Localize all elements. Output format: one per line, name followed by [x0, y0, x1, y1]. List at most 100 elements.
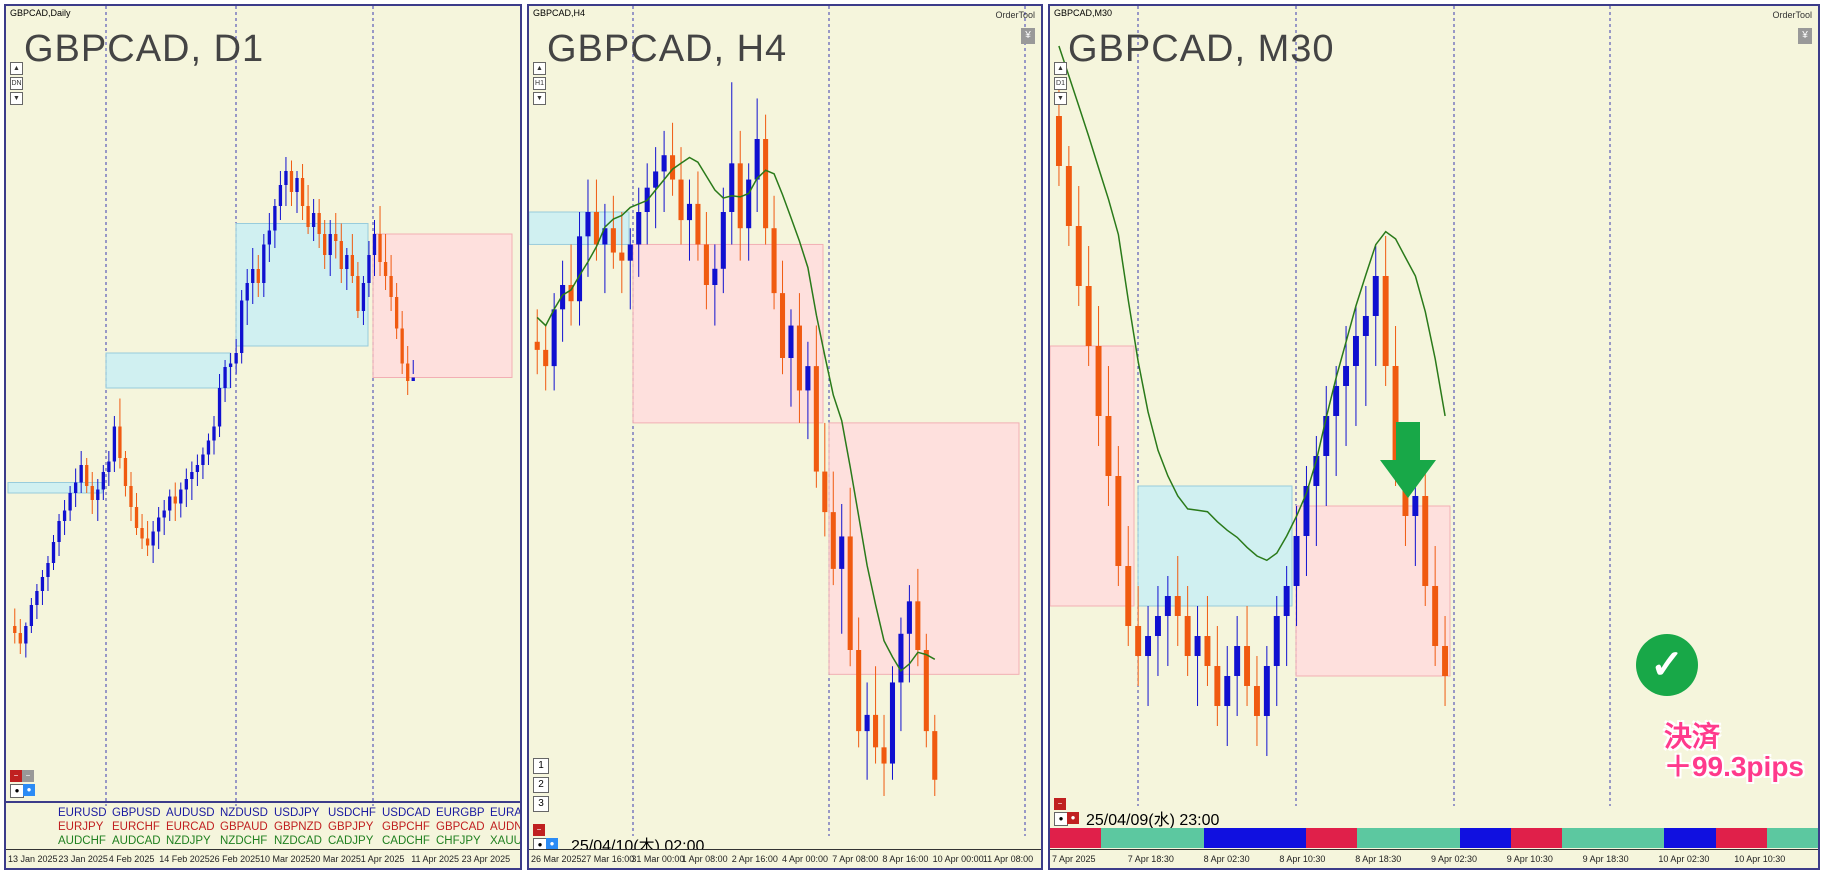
auto-scroll-button[interactable]: D1 — [1054, 77, 1067, 90]
strength-cell — [1254, 828, 1307, 848]
scroll-up-icon[interactable]: ▲ — [10, 62, 23, 75]
candle-body — [1352, 336, 1359, 366]
candle-body — [1392, 366, 1399, 466]
auto-scroll-button[interactable]: H1 — [533, 77, 546, 90]
close-icon[interactable]: ¥ — [1798, 28, 1812, 44]
candlestick-chart-h4[interactable] — [529, 6, 1043, 870]
mouse-mode-icon[interactable]: ● — [10, 784, 24, 798]
currency-pair-link[interactable]: CADCHF — [382, 835, 430, 847]
time-axis-tick: 7 Apr 18:30 — [1127, 854, 1174, 864]
scroll-down-icon[interactable]: ▼ — [1054, 92, 1067, 105]
number-button-3[interactable]: 3 — [533, 796, 549, 812]
support-zone — [235, 223, 369, 347]
currency-pair-link[interactable]: EURGBP — [436, 807, 485, 819]
currency-pair-link[interactable]: CHFJPY — [436, 835, 481, 847]
chart-symbol-title: GBPCAD, D1 — [24, 28, 265, 70]
candle-body — [737, 163, 743, 229]
currency-pair-link[interactable]: NZDUSD — [220, 807, 268, 819]
order-tool-label[interactable]: OrderTool — [995, 10, 1035, 20]
currency-pair-link[interactable]: AUDNZD — [490, 821, 522, 833]
candle-body — [179, 489, 183, 504]
candle-body — [923, 650, 929, 732]
currency-pair-link[interactable]: USDJPY — [274, 807, 320, 819]
currency-pair-link[interactable]: AUDCHF — [58, 835, 106, 847]
minimize-icon[interactable]: − — [22, 770, 34, 782]
currency-pair-link[interactable]: GBPAUD — [220, 821, 268, 833]
currency-pair-link[interactable]: GBPJPY — [328, 821, 374, 833]
resistance-zone — [372, 233, 513, 378]
currency-pair-link[interactable]: EURAUD — [490, 807, 522, 819]
candle-body — [619, 252, 625, 261]
currency-pair-link[interactable]: NZDCAD — [274, 835, 322, 847]
candle-body — [1263, 666, 1270, 716]
resistance-zone — [1050, 345, 1135, 607]
time-axis-tick: 9 Apr 02:30 — [1431, 854, 1478, 864]
scroll-down-icon[interactable]: ▼ — [533, 92, 546, 105]
candle-body — [278, 185, 283, 206]
candle-body — [568, 285, 574, 302]
candle-body — [856, 650, 862, 732]
candle-body — [1065, 166, 1072, 226]
close-order-icon[interactable]: − — [1054, 798, 1066, 810]
currency-pair-link[interactable]: GBPCHF — [382, 821, 430, 833]
time-axis-tick: 8 Apr 10:30 — [1279, 854, 1326, 864]
chart-panel-d1[interactable]: GBPCAD,Daily GBPCAD, D1 ▲ DN ▼ − − ● ● E… — [4, 4, 522, 870]
candle-body — [602, 228, 608, 245]
select-mode-icon[interactable]: ● — [23, 784, 35, 796]
close-order-icon[interactable]: − — [10, 770, 22, 782]
currency-pair-link[interactable]: GBPNZD — [274, 821, 322, 833]
candle-body — [686, 203, 693, 221]
candle-body — [1323, 416, 1330, 456]
candle-body — [79, 465, 83, 483]
chart-caption: GBPCAD,Daily — [10, 8, 71, 18]
close-order-icon[interactable]: − — [533, 824, 545, 836]
candle-body — [1253, 686, 1260, 716]
currency-pair-link[interactable]: GBPUSD — [112, 807, 161, 819]
candle-body — [754, 139, 760, 180]
candle-body — [1164, 596, 1171, 616]
scroll-down-icon[interactable]: ▼ — [10, 92, 23, 105]
currency-pair-link[interactable]: NZDCHF — [220, 835, 268, 847]
candle-body — [101, 472, 105, 490]
currency-pair-link[interactable]: AUDUSD — [166, 807, 215, 819]
candle-body — [350, 255, 355, 276]
currency-pair-link[interactable]: GBPCAD — [436, 821, 485, 833]
candle-body — [400, 328, 404, 364]
candlestick-chart-m30[interactable] — [1050, 6, 1820, 870]
chart-panel-h4[interactable]: GBPCAD,H4 GBPCAD, H4 OrderTool ¥ ▲ H1 ▼ … — [527, 4, 1043, 870]
chart-panel-m30[interactable]: GBPCAD,M30 GBPCAD, M30 OrderTool ¥ ▲ D1 … — [1048, 4, 1820, 870]
currency-pair-link[interactable]: XAUUSD — [490, 835, 522, 847]
select-mode-icon[interactable]: ● — [546, 838, 558, 850]
select-mode-icon[interactable]: ● — [1067, 812, 1079, 824]
currency-pair-link[interactable]: USDCHF — [328, 807, 376, 819]
currency-pair-link[interactable]: EURCHF — [112, 821, 160, 833]
candle-body — [839, 536, 845, 569]
currency-pair-link[interactable]: EURUSD — [58, 807, 107, 819]
number-button-2[interactable]: 2 — [533, 777, 549, 793]
candle-body — [29, 605, 34, 626]
candle-body — [118, 426, 122, 458]
scroll-up-icon[interactable]: ▲ — [533, 62, 546, 75]
mouse-mode-icon[interactable]: ● — [1054, 812, 1068, 826]
candle-body — [729, 163, 735, 212]
candle-body — [1283, 586, 1290, 616]
currency-pair-link[interactable]: USDCAD — [382, 807, 431, 819]
order-tool-label[interactable]: OrderTool — [1772, 10, 1812, 20]
candle-body — [378, 234, 382, 262]
candlestick-chart-d1[interactable] — [6, 6, 522, 870]
time-axis-tick: 8 Apr 02:30 — [1203, 854, 1250, 864]
close-icon[interactable]: ¥ — [1021, 28, 1035, 44]
candle-body — [1372, 276, 1379, 316]
currency-pair-link[interactable]: CADJPY — [328, 835, 374, 847]
candle-body — [560, 285, 566, 310]
currency-pair-link[interactable]: EURCAD — [166, 821, 215, 833]
candle-body — [406, 363, 410, 381]
currency-pair-link[interactable]: AUDCAD — [112, 835, 161, 847]
candle-body — [1303, 486, 1310, 536]
auto-scroll-button[interactable]: DN — [10, 77, 23, 90]
currency-pair-link[interactable]: EURJPY — [58, 821, 104, 833]
candle-body — [593, 212, 599, 245]
currency-pair-link[interactable]: NZDJPY — [166, 835, 211, 847]
number-button-1[interactable]: 1 — [533, 758, 549, 774]
scroll-up-icon[interactable]: ▲ — [1054, 62, 1067, 75]
